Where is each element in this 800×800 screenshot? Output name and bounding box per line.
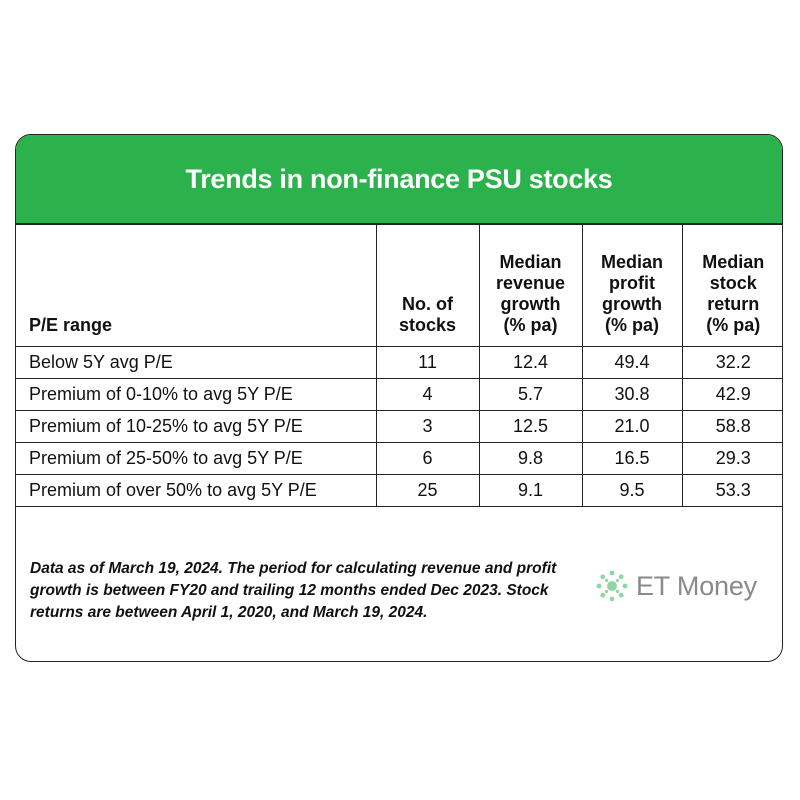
data-table: P/E range No. of stocks Median revenue grow… xyxy=(16,223,782,507)
column-header-stock-return: Median stock return (% pa) xyxy=(681,223,782,347)
et-money-logo-icon xyxy=(596,570,628,602)
stock-return-cell: 42.9 xyxy=(681,378,782,411)
table-row: Premium of 25-50% to avg 5Y P/E 6 9.8 16.5 2… xyxy=(16,442,782,475)
revenue-growth-cell: 9.8 xyxy=(478,442,583,475)
column-header-pe-range: P/E range xyxy=(16,223,377,347)
brand-name: ET Money xyxy=(636,570,757,601)
profit-growth-cell: 9.5 xyxy=(581,474,683,507)
footnote: Data as of March 19, 2024. The period fo… xyxy=(30,560,557,621)
table-row: Premium of 10-25% to avg 5Y P/E 3 12.5 21.0… xyxy=(16,410,782,443)
stocks-cell: 25 xyxy=(375,474,480,507)
table-card: Trends in non-finance PSU stocks P/E ran… xyxy=(15,134,783,662)
table-row: Premium of 0-10% to avg 5Y P/E 4 5.7 30.8 42… xyxy=(16,378,782,411)
revenue-growth-cell: 12.4 xyxy=(478,346,583,379)
title-banner: Trends in non-finance PSU stocks xyxy=(16,135,782,225)
table-row: Below 5Y avg P/E 11 12.4 49.4 32.2 xyxy=(16,346,782,379)
revenue-growth-cell: 12.5 xyxy=(478,410,583,443)
page-title: Trends in non-finance PSU stocks xyxy=(185,164,613,194)
column-header-stocks: No. of stocks xyxy=(375,223,480,347)
profit-growth-cell: 16.5 xyxy=(581,442,683,475)
pe-range-cell: Below 5Y avg P/E xyxy=(16,346,377,379)
pe-range-cell: Premium of 0-10% to avg 5Y P/E xyxy=(16,378,377,411)
revenue-growth-cell: 5.7 xyxy=(478,378,583,411)
stocks-cell: 11 xyxy=(375,346,480,379)
table-body: Below 5Y avg P/E 11 12.4 49.4 32.2 Premium of… xyxy=(16,346,782,507)
header-row: P/E range No. of stocks Median revenue grow… xyxy=(16,223,782,347)
brand-logo: ET Money xyxy=(594,568,757,604)
stock-return-cell: 32.2 xyxy=(681,346,782,379)
pe-range-cell: Premium of 10-25% to avg 5Y P/E xyxy=(16,410,377,443)
table-row: Premium of over 50% to avg 5Y P/E 25 9.1 9.… xyxy=(16,474,782,507)
stocks-cell: 3 xyxy=(375,410,480,443)
stock-return-cell: 29.3 xyxy=(681,442,782,475)
revenue-growth-cell: 9.1 xyxy=(478,474,583,507)
profit-growth-cell: 30.8 xyxy=(581,378,683,411)
footer: Data as of March 19, 2024. The period fo… xyxy=(16,540,782,661)
stock-return-cell: 58.8 xyxy=(681,410,782,443)
pe-range-cell: Premium of over 50% to avg 5Y P/E xyxy=(16,474,377,507)
stocks-cell: 6 xyxy=(375,442,480,475)
pe-range-cell: Premium of 25-50% to avg 5Y P/E xyxy=(16,442,377,475)
column-header-revenue-growth: Median revenue growth (% pa) xyxy=(478,223,583,347)
column-header-profit-growth: Median profit growth (% pa) xyxy=(581,223,683,347)
profit-growth-cell: 21.0 xyxy=(581,410,683,443)
stock-return-cell: 53.3 xyxy=(681,474,782,507)
stocks-cell: 4 xyxy=(375,378,480,411)
profit-growth-cell: 49.4 xyxy=(581,346,683,379)
